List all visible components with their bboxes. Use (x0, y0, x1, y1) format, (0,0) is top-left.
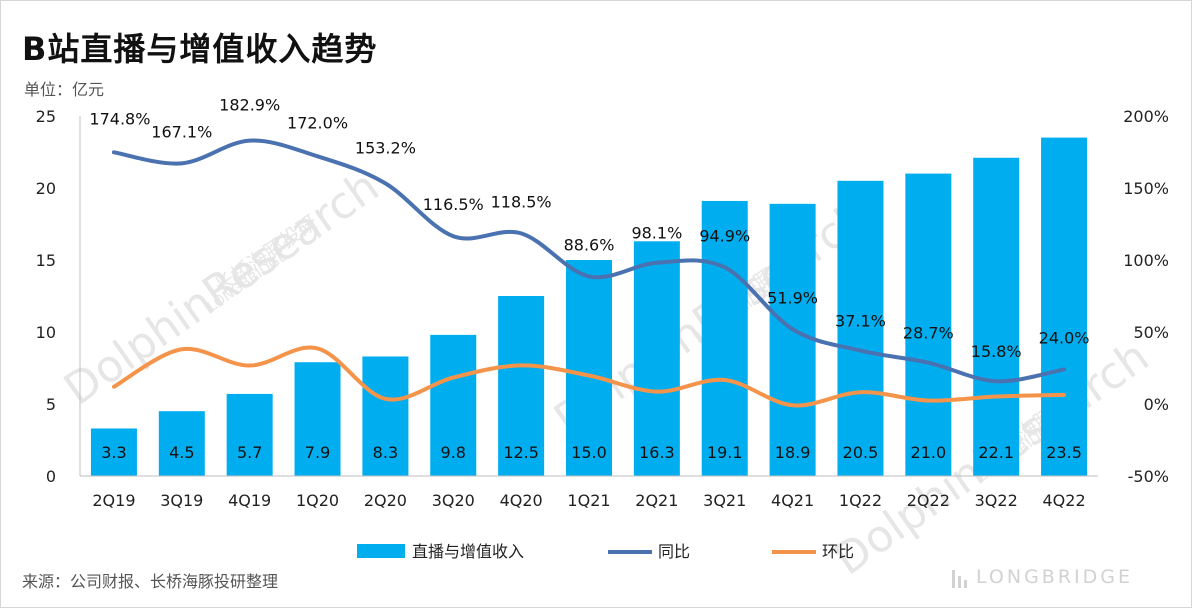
bar-3Q21 (701, 200, 748, 476)
y-right-tick-100: 100% (1123, 251, 1169, 270)
x-tick-3Q20: 3Q20 (432, 491, 475, 510)
y-right-tick-0: 0% (1144, 395, 1169, 414)
x-tick-4Q22: 4Q22 (1042, 491, 1085, 510)
bar-value-label-2Q19: 3.3 (101, 443, 126, 462)
bar-value-label-4Q22: 23.5 (1046, 443, 1082, 462)
x-tick-2Q19: 2Q19 (92, 491, 135, 510)
bar-value-label-4Q20: 12.5 (503, 443, 539, 462)
x-tick-2Q20: 2Q20 (364, 491, 407, 510)
axes: 0 5 10 15 20 25 -50% 0% 50% 100% 150% 200% 2Q19 3Q19 4… (36, 107, 1169, 510)
yoy-value-label-3Q22: 15.8% (971, 342, 1022, 361)
yoy-value-label-2Q22: 28.7% (903, 324, 954, 343)
bar-value-label-1Q21: 15.0 (571, 443, 607, 462)
chart-title: B站直播与增值收入趋势 (22, 30, 378, 68)
y-left-tick-0: 0 (46, 467, 56, 486)
yoy-value-label-4Q22: 24.0% (1039, 328, 1090, 347)
yoy-value-label-4Q21: 51.9% (767, 288, 818, 307)
bar-1Q21 (566, 260, 612, 476)
bar-value-label-4Q19: 5.7 (237, 443, 262, 462)
bar-4Q19 (226, 393, 273, 476)
x-tick-4Q19: 4Q19 (228, 491, 271, 510)
y-left-tick-10: 10 (36, 323, 56, 342)
bar-value-label-3Q19: 4.5 (169, 443, 194, 462)
source-note: 来源：公司财报、长桥海豚投研整理 (22, 572, 279, 591)
legend-swatch-bar (357, 544, 405, 558)
bar-4Q20 (498, 296, 545, 476)
y-right-tick-200: 200% (1123, 107, 1169, 126)
bar-3Q19 (158, 411, 205, 476)
yoy-value-label-2Q20: 153.2% (355, 138, 416, 157)
bar-value-label-4Q21: 18.9 (775, 443, 811, 462)
legend-label-yoy: 同比 (658, 542, 690, 561)
bar-3Q22 (973, 157, 1020, 476)
yoy-value-label-4Q19: 182.9% (219, 96, 280, 115)
brand-logo-mark (952, 570, 967, 588)
bar-series (90, 137, 1088, 477)
yoy-value-label-3Q21: 94.9% (699, 226, 750, 245)
legend-label-qoq: 环比 (822, 542, 854, 561)
yoy-value-label-1Q22: 37.1% (835, 312, 886, 331)
bar-2Q21 (633, 241, 680, 476)
data-labels: 3.3 4.5 5.7 7.9 8.3 9.8 12.5 15.0 16.3 19.1 18.9 20… (89, 96, 1089, 462)
bar-1Q20 (294, 362, 341, 476)
yoy-value-label-4Q20: 118.5% (491, 192, 552, 211)
qoq-line (111, 345, 1067, 408)
bar-1Q22 (837, 180, 884, 477)
unit-label: 单位：亿元 (24, 80, 105, 99)
y-right-tick--50: -50% (1128, 467, 1169, 486)
y-left-tick-5: 5 (46, 395, 56, 414)
x-tick-4Q20: 4Q20 (500, 491, 543, 510)
bar-value-label-2Q22: 21.0 (911, 443, 947, 462)
yoy-value-label-1Q21: 88.6% (564, 235, 615, 254)
x-tick-1Q22: 1Q22 (839, 491, 882, 510)
y-left-tick-25: 25 (36, 107, 56, 126)
x-tick-1Q21: 1Q21 (567, 491, 610, 510)
y-left-tick-15: 15 (36, 251, 56, 270)
bar-2Q19 (90, 428, 137, 476)
x-tick-3Q19: 3Q19 (160, 491, 203, 510)
bar-value-label-3Q22: 22.1 (978, 443, 1014, 462)
bar-value-label-2Q20: 8.3 (373, 443, 398, 462)
bar-value-label-3Q20: 9.8 (441, 443, 466, 462)
bar-2Q20 (362, 356, 409, 476)
y-right-tick-150: 150% (1123, 179, 1169, 198)
yoy-value-label-2Q19: 174.8% (89, 109, 150, 128)
yoy-value-label-2Q21: 98.1% (631, 224, 682, 243)
y-left-tick-20: 20 (36, 179, 56, 198)
bar-value-label-1Q20: 7.9 (305, 443, 330, 462)
bar-value-label-1Q22: 20.5 (843, 443, 879, 462)
brand-watermark: LONGBRIDGE (976, 566, 1133, 588)
y-right-tick-50: 50% (1133, 323, 1169, 342)
bar-value-label-3Q21: 19.1 (707, 443, 743, 462)
yoy-line (111, 138, 1067, 384)
bar-4Q22 (1041, 137, 1088, 476)
x-tick-2Q22: 2Q22 (907, 491, 950, 510)
bar-4Q21 (769, 203, 816, 476)
line-series (111, 138, 1067, 408)
x-tick-1Q20: 1Q20 (296, 491, 339, 510)
yoy-value-label-3Q19: 167.1% (151, 122, 212, 141)
yoy-value-label-3Q20: 116.5% (423, 195, 484, 214)
legend: 直播与增值收入 同比 环比 (357, 542, 854, 561)
bar-value-label-2Q21: 16.3 (639, 443, 675, 462)
x-tick-3Q22: 3Q22 (975, 491, 1018, 510)
bar-2Q22 (905, 173, 952, 476)
x-tick-2Q21: 2Q21 (635, 491, 678, 510)
legend-label-bar: 直播与增值收入 (412, 542, 524, 561)
yoy-value-label-1Q20: 172.0% (287, 113, 348, 132)
bar-3Q20 (430, 334, 477, 476)
x-tick-4Q21: 4Q21 (771, 491, 814, 510)
x-tick-3Q21: 3Q21 (703, 491, 746, 510)
